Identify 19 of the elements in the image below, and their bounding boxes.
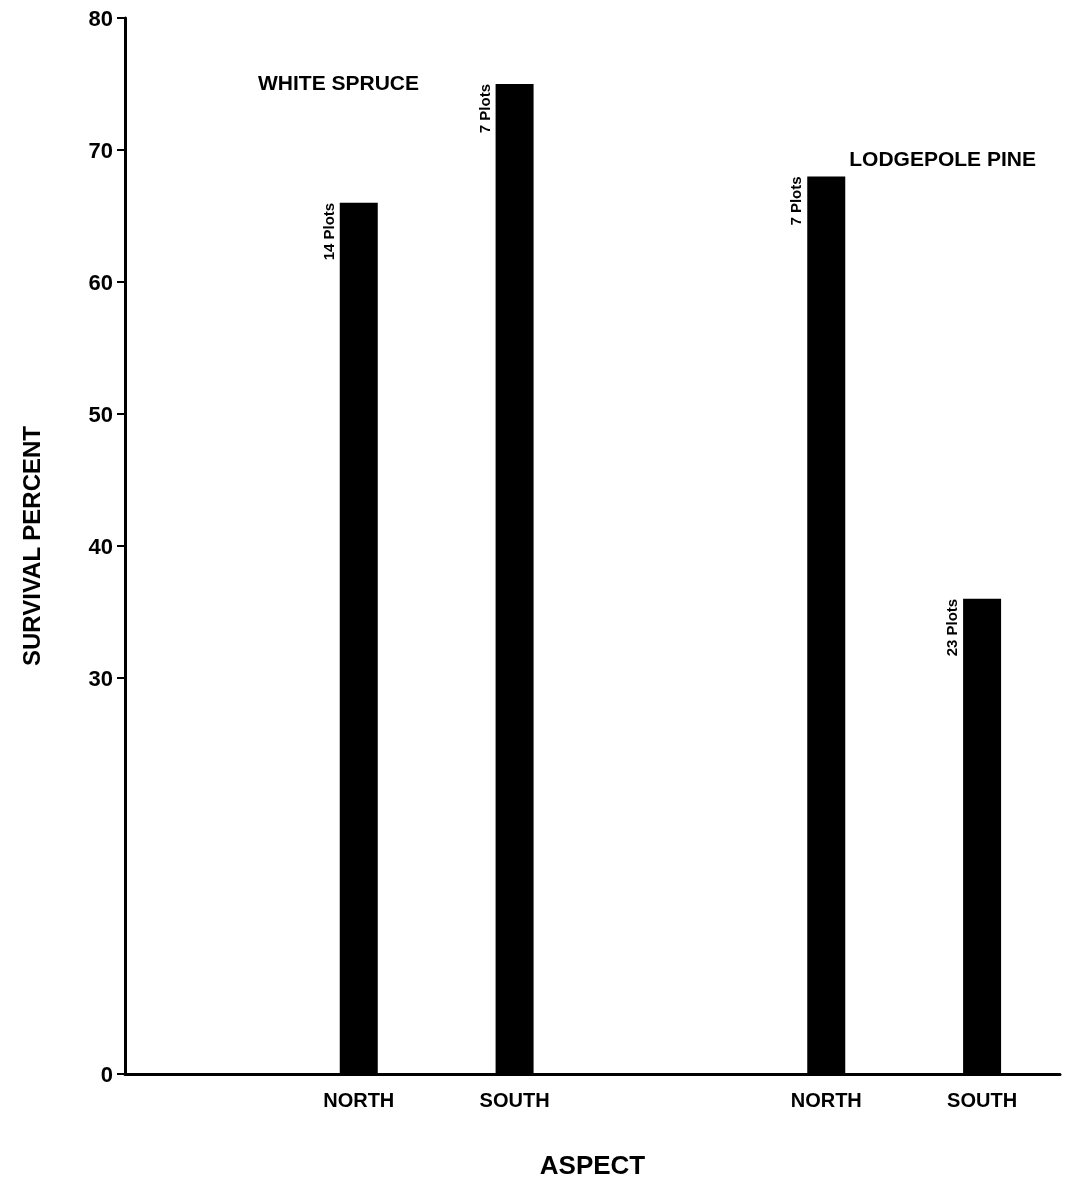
x-tick-label: NORTH xyxy=(790,1089,862,1111)
y-axis-title: SURVIVAL PERCENT xyxy=(17,425,45,667)
annotation: 7 Plots xyxy=(475,84,493,134)
annotation: LODGEPOLE PINE xyxy=(849,147,1036,170)
x-tick-label: SOUTH xyxy=(479,1089,550,1111)
y-tick-label: 70 xyxy=(88,137,113,163)
annotation: WHITE SPRUCE xyxy=(258,71,420,94)
x-tick-label: NORTH xyxy=(323,1089,395,1111)
y-tick-label: 0 xyxy=(100,1061,113,1087)
annotation: 23 Plots xyxy=(943,598,961,657)
y-tick-label: 60 xyxy=(88,269,113,295)
y-tick-label: 40 xyxy=(88,533,113,559)
annotation: 14 Plots xyxy=(319,202,337,261)
x-axis-title: ASPECT xyxy=(539,1150,646,1180)
x-tick-label: SOUTH xyxy=(947,1089,1018,1111)
y-tick-label: 50 xyxy=(88,401,113,427)
y-tick-label: 30 xyxy=(88,665,113,691)
y-tick-label: 80 xyxy=(88,5,113,31)
annotation: 7 Plots xyxy=(787,176,805,226)
